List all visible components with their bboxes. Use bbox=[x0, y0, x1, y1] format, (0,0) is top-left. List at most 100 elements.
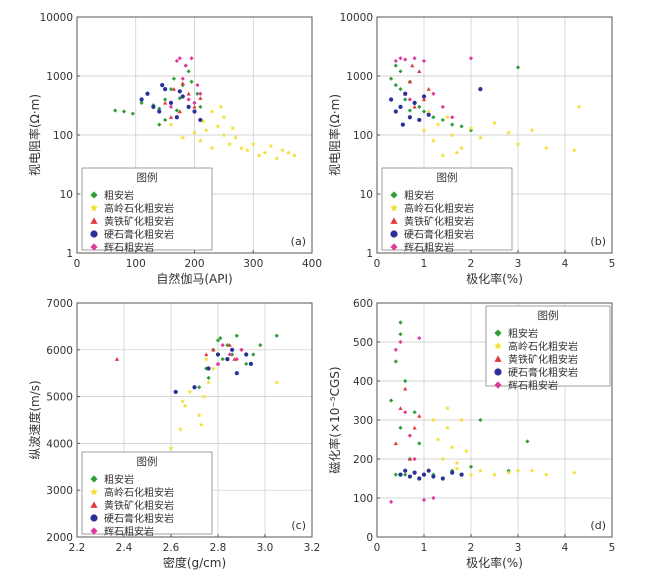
panel-a-point-2 bbox=[250, 141, 256, 147]
panel-d-legend-label-2: 高岭石化粗安岩 bbox=[508, 340, 578, 353]
panel-b-legend-label-5: 辉石粗安岩 bbox=[404, 241, 454, 254]
panel-c-y-tick-label: 3000 bbox=[46, 485, 73, 497]
panel-b-legend-marker-4 bbox=[390, 230, 398, 238]
panel-a-point-3 bbox=[163, 100, 168, 105]
panel-a-point-1 bbox=[163, 117, 168, 123]
panel-b-point-4 bbox=[398, 104, 403, 109]
panel-a-point-4 bbox=[180, 94, 185, 99]
panel-c-point-1 bbox=[274, 333, 279, 338]
panel-d-point-2 bbox=[449, 444, 455, 450]
panel-a-point-3 bbox=[168, 115, 174, 119]
panel-a-legend-label-5: 辉石粗安岩 bbox=[104, 241, 154, 254]
panel-c-point-2 bbox=[182, 403, 188, 409]
panel-c-point-5 bbox=[220, 343, 225, 348]
panel-c-legend-box bbox=[81, 451, 213, 535]
panel-a-x-tick-label: 0 bbox=[74, 258, 81, 270]
panel-a-point-4 bbox=[186, 104, 191, 109]
panel-c-point-2 bbox=[180, 398, 186, 404]
panel-a-point-3 bbox=[198, 96, 203, 100]
panel-b-x-axis-label: 极化率(%) bbox=[466, 271, 523, 286]
panel-d-legend-marker-4 bbox=[494, 368, 502, 376]
panel-b-x-tick-label: 5 bbox=[609, 258, 616, 270]
panel-d-point-1 bbox=[403, 378, 408, 384]
panel-b-point-4 bbox=[403, 91, 408, 96]
panel-d-point-3 bbox=[412, 425, 417, 430]
panel-c-point-2 bbox=[177, 426, 183, 432]
panel-d-point-5 bbox=[431, 495, 436, 501]
panel-c-point-5 bbox=[215, 361, 221, 366]
panel-b-legend-label-2: 高岭石化粗安岩 bbox=[404, 202, 474, 215]
panel-b-point-4 bbox=[421, 94, 427, 99]
panel-b-point-2 bbox=[421, 127, 427, 133]
panel-d-point-5 bbox=[417, 336, 422, 341]
panel-c-legend-label-4: 硬石膏化粗安岩 bbox=[104, 512, 174, 525]
panel-a-y-tick-label: 10000 bbox=[40, 12, 73, 24]
panel-a-point-2 bbox=[274, 155, 280, 161]
panel-a-point-2 bbox=[256, 152, 262, 158]
panel-b-legend-label-4: 硬石膏化粗安岩 bbox=[404, 228, 474, 241]
panel-c-point-4 bbox=[192, 385, 197, 390]
panel-b-point-2 bbox=[435, 122, 441, 127]
panel-c-legend-marker-2 bbox=[90, 487, 98, 496]
panel-c-legend-marker-5 bbox=[90, 527, 98, 535]
panel-a-legend: 图例 粗安岩 高岭石化粗安岩 黄铁矿化粗安岩 硬石膏化粗安岩 辉石粗安岩 bbox=[81, 167, 213, 254]
panel-c-point-2 bbox=[210, 365, 216, 371]
panel-b-x-tick-label: 2 bbox=[468, 258, 475, 270]
panel-a-point-2 bbox=[286, 150, 291, 155]
panel-c-point-1 bbox=[251, 352, 256, 357]
panel-c-point-4 bbox=[173, 389, 178, 395]
panel-d-point-5 bbox=[403, 410, 408, 415]
panel-b-point-1 bbox=[393, 63, 398, 68]
panel-a-x-tick-label: 400 bbox=[302, 258, 322, 270]
panel-a-point-2 bbox=[215, 123, 221, 129]
panel-c-point-1 bbox=[230, 352, 235, 357]
panel-a-point-2 bbox=[168, 122, 174, 127]
panel-d-point-3 bbox=[398, 406, 403, 410]
panel-c-y-tick-label: 7000 bbox=[46, 298, 73, 310]
panel-b-point-4 bbox=[400, 122, 405, 127]
panel-b-point-4 bbox=[407, 115, 412, 120]
panel-d-point-2 bbox=[543, 472, 549, 477]
panel-a-point-2 bbox=[192, 130, 197, 135]
panel-d-legend: 图例 粗安岩 高岭石化粗安岩 黄铁矿化粗安岩 硬石膏化粗安岩 辉石粗安岩 bbox=[485, 305, 611, 392]
panel-a-point-1 bbox=[157, 106, 162, 111]
panel-b-point-5 bbox=[440, 104, 445, 109]
panel-c-point-2 bbox=[168, 445, 174, 451]
panel-b-point-4 bbox=[478, 86, 483, 92]
panel-a-point-2 bbox=[209, 145, 215, 151]
panel-c-point-2 bbox=[196, 412, 202, 418]
panel-c-point-4 bbox=[248, 361, 253, 366]
panel-a-point-2 bbox=[239, 145, 244, 151]
panel-b-point-1 bbox=[398, 69, 403, 74]
panel-a-point-2 bbox=[227, 141, 233, 147]
panel-c-legend-marker-1 bbox=[90, 475, 98, 483]
panel-c-x-tick-label: 3.2 bbox=[304, 542, 321, 554]
panel-a-legend-marker-5 bbox=[90, 243, 98, 251]
panel-d-point-4 bbox=[412, 470, 417, 475]
panel-d-legend-label-5: 辉石粗安岩 bbox=[508, 379, 558, 392]
panel-a-x-tick-label: 100 bbox=[126, 258, 146, 270]
panel-a-x-axis-label: 自然伽马(API) bbox=[156, 271, 232, 286]
panel-a-x-tick-label: 300 bbox=[243, 258, 263, 270]
panel-c-x-tick-label: 2.2 bbox=[69, 542, 86, 554]
panel-d-x-tick-label: 4 bbox=[562, 542, 569, 554]
panel-c-point-1 bbox=[234, 333, 239, 338]
panel-b-point-2 bbox=[445, 114, 450, 120]
panel-b-x-tick-label: 1 bbox=[421, 258, 428, 270]
panel-d-legend-marker-2 bbox=[494, 341, 502, 350]
panel-c-point-4 bbox=[244, 352, 249, 357]
panel-a-legend-marker-1 bbox=[90, 191, 98, 199]
panel-d-point-1 bbox=[389, 398, 394, 403]
panel-d-point-5 bbox=[412, 456, 417, 462]
panel-a-point-5 bbox=[195, 83, 200, 88]
panel-d-point-4 bbox=[450, 470, 455, 475]
panel-a-point-2 bbox=[200, 118, 206, 124]
panel-b-legend-marker-5 bbox=[390, 243, 398, 251]
panel-b-x-tick-label: 0 bbox=[374, 258, 381, 270]
panel-c-x-tick-label: 2.8 bbox=[210, 542, 227, 554]
panel-d-point-2 bbox=[454, 460, 460, 465]
panel-d-point-2 bbox=[445, 405, 450, 411]
panel-a-point-5 bbox=[183, 63, 188, 68]
panel-a-point-4 bbox=[157, 109, 162, 114]
panel-a-point-2 bbox=[262, 150, 268, 155]
